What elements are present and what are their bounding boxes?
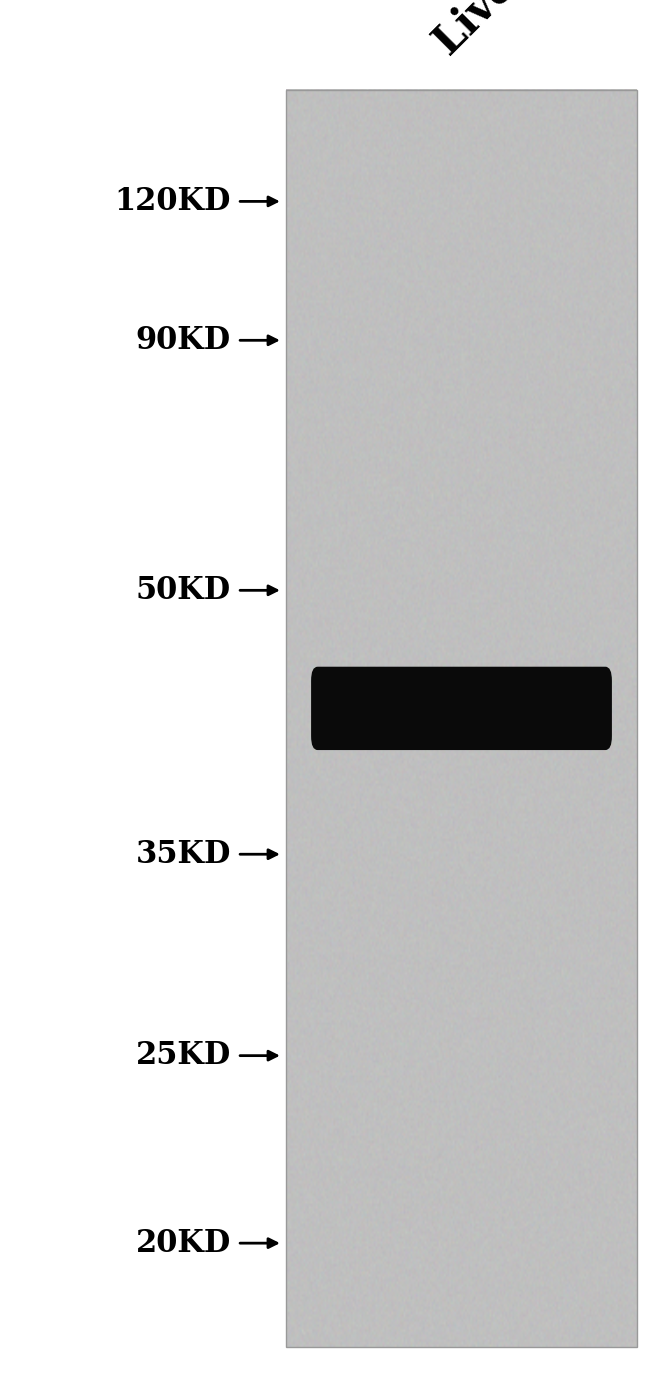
Text: 120KD: 120KD [114,186,231,217]
Text: 35KD: 35KD [135,839,231,870]
Bar [286,90,637,1347]
Text: 50KD: 50KD [136,575,231,606]
Text: 90KD: 90KD [136,325,231,356]
Text: 20KD: 20KD [135,1228,231,1258]
FancyBboxPatch shape [311,667,612,750]
Text: 25KD: 25KD [135,1040,231,1071]
Text: Liver: Liver [425,0,538,63]
